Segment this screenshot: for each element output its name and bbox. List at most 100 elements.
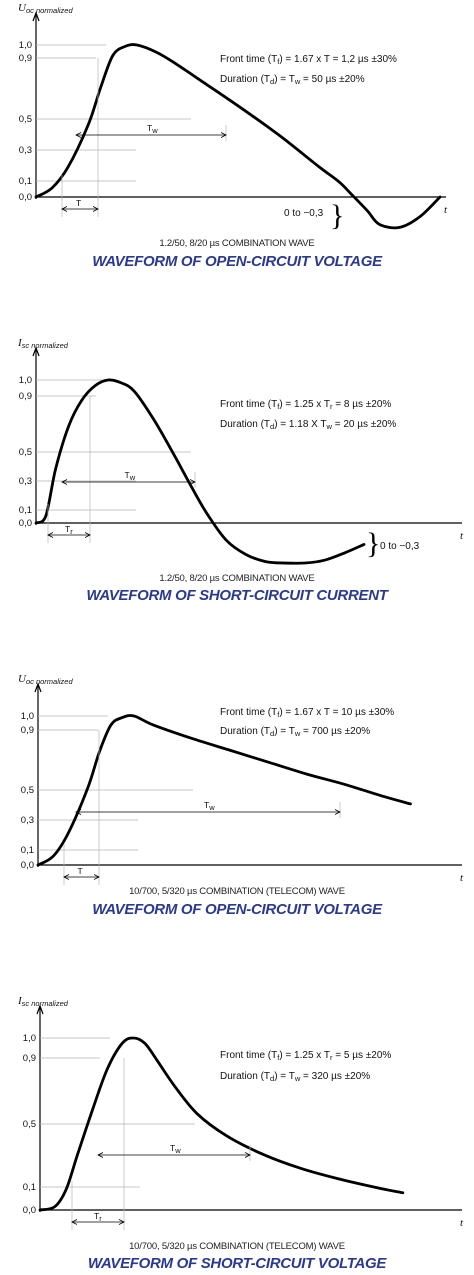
dim-long-arrows	[75, 809, 341, 815]
y-axis-label-sub: sc normalized	[22, 999, 69, 1008]
dim-short-label: T	[76, 198, 81, 208]
dim-long-sub: w	[208, 803, 215, 812]
note-part: ) = 1.67 x T = 1,2 µs ±30%	[279, 54, 397, 65]
note-part: = 8 µs ±20%	[333, 399, 392, 410]
dim-short-label: Tr	[65, 524, 73, 536]
dim-long-sub: w	[129, 473, 136, 482]
y-axis-label: Uoc normalized	[18, 2, 73, 15]
waveform-chart-4: Isc normalized t 1,0 0,9 0,5 0,1 0,0 Tr Tw Front …	[17, 995, 464, 1272]
front-time-note: Front time (Tf) = 1.25 x Tr = 5 µs ±20%	[220, 1050, 391, 1062]
note-part: = 20 µs ±20%	[332, 419, 396, 430]
note-part: Front time (T	[220, 399, 277, 410]
waveform-curve	[34, 43, 442, 230]
waveform-title: WAVEFORM OF OPEN-CIRCUIT VOLTAGE	[92, 901, 383, 918]
y-axis-label: Isc normalized	[17, 995, 69, 1008]
y-axis-label-sub: sc normalized	[22, 341, 69, 350]
undershoot-label: 0 to −0,3	[284, 208, 324, 219]
note-sub: w	[294, 77, 301, 86]
front-time-note: Front time (Tf) = 1.25 x Tr = 8 µs ±20%	[220, 399, 391, 411]
note-part: ) = T	[274, 726, 295, 737]
dim-long-label: Tw	[170, 1143, 181, 1155]
waveform-title: WAVEFORM OF SHORT-CIRCUIT CURRENT	[86, 587, 389, 604]
note-part: ) = 1.25 x T	[279, 1050, 330, 1061]
y-tick-label: 0,3	[21, 815, 34, 826]
y-axis-arrow	[36, 1004, 44, 1015]
note-sub: f	[277, 402, 280, 411]
note-part: = 50 µs ±20%	[300, 74, 364, 85]
dim-long-sub: w	[174, 1146, 181, 1155]
y-tick-label: 0,0	[19, 518, 32, 529]
y-tick-label: 1,0	[23, 1033, 36, 1044]
note-sub: w	[326, 422, 333, 431]
y-tick-label: 1,0	[19, 375, 32, 386]
dim-long-sub: w	[151, 126, 158, 135]
y-tick-label: 0,5	[19, 114, 32, 125]
y-tick-label: 0,1	[19, 505, 32, 516]
y-tick-label: 0,3	[19, 145, 32, 156]
y-tick-label: 0,0	[19, 192, 32, 203]
wave-caption: 10/700, 5/320 µs COMBINATION (TELECOM) W…	[129, 1241, 345, 1252]
note-part: ) = 1.25 x T	[279, 399, 330, 410]
waveform-chart-2: Isc normalized t 1,0 0,9 0,5 0,3 0,1 0,0 Tr Tw Fro…	[17, 337, 464, 604]
note-sub: w	[294, 729, 301, 738]
dim-short-arrows	[63, 874, 100, 880]
note-sub: d	[270, 422, 274, 431]
note-sub: d	[270, 77, 274, 86]
y-tick-label: 0,9	[23, 1053, 36, 1064]
y-axis-arrow	[32, 346, 40, 357]
note-part: Front time (T	[220, 707, 277, 718]
note-part: ) = T	[274, 1071, 295, 1082]
note-sub: f	[277, 57, 280, 66]
y-tick-label: 0,3	[19, 476, 32, 487]
note-part: ) = 1.67 x T = 10 µs ±30%	[279, 707, 394, 718]
dim-long-label: Tw	[204, 800, 215, 812]
note-part: Duration (T	[220, 419, 270, 430]
duration-note: Duration (Td) = Tw = 50 µs ±20%	[220, 74, 365, 86]
waveform-curve	[34, 378, 366, 565]
note-part: Duration (T	[220, 1071, 270, 1082]
wave-caption: 1.2/50, 8/20 µs COMBINATION WAVE	[159, 238, 314, 249]
duration-note: Duration (Td) = Tw = 320 µs ±20%	[220, 1071, 370, 1083]
y-axis-label-sub: oc normalized	[26, 677, 74, 686]
note-part: = 5 µs ±20%	[333, 1050, 392, 1061]
front-time-note: Front time (Tf) = 1.67 x T = 1,2 µs ±30%	[220, 54, 397, 66]
y-tick-label: 1,0	[21, 711, 34, 722]
note-sub: w	[294, 1074, 301, 1083]
note-sub: r	[330, 402, 333, 411]
y-tick-label: 0,9	[21, 725, 34, 736]
y-tick-label: 0,5	[19, 447, 32, 458]
waveform-title: WAVEFORM OF OPEN-CIRCUIT VOLTAGE	[92, 253, 383, 270]
front-time-note: Front time (Tf) = 1.67 x T = 10 µs ±30%	[220, 707, 394, 719]
y-tick-label: 0,1	[19, 176, 32, 187]
dim-short-sub: r	[99, 1214, 102, 1223]
y-tick-label: 0,0	[21, 860, 34, 871]
waveform-chart-1: Uoc normalized t 1,0 0,9 0,5 0,3 0,1 0,0 T Tw Fron…	[18, 2, 448, 270]
undershoot-label: 0 to −0,3	[380, 541, 420, 552]
x-axis-label: t	[444, 204, 448, 216]
wave-caption: 1.2/50, 8/20 µs COMBINATION WAVE	[159, 573, 314, 584]
dim-short-arrows	[61, 206, 99, 212]
y-axis-label-sub: oc normalized	[26, 6, 74, 15]
waveform-chart-3: Uoc normalized t 1,0 0,9 0,5 0,3 0,1 0,0 T Tw Fron…	[18, 673, 464, 918]
y-tick-label: 0,1	[23, 1182, 36, 1193]
note-sub: d	[270, 1074, 274, 1083]
x-axis-label: t	[460, 1217, 464, 1229]
x-axis-label: t	[460, 530, 464, 542]
waveform-title: WAVEFORM OF SHORT-CIRCUIT VOLTAGE	[88, 1255, 387, 1272]
note-part: Front time (T	[220, 1050, 277, 1061]
y-axis-label: Isc normalized	[17, 337, 69, 350]
wave-caption: 10/700, 5/320 µs COMBINATION (TELECOM) W…	[129, 886, 345, 897]
dim-short-label: T	[78, 866, 83, 876]
note-part: ) = 1.18 X T	[274, 419, 326, 430]
y-axis-arrow	[32, 11, 40, 22]
undershoot-brace: }	[366, 527, 380, 560]
dim-short-sub: r	[70, 527, 73, 536]
dim-short-label: Tr	[94, 1211, 102, 1223]
note-part: ) = T	[274, 74, 295, 85]
y-axis-arrow	[34, 682, 42, 693]
note-part: Duration (T	[220, 726, 270, 737]
note-sub: f	[277, 710, 280, 719]
note-part: = 320 µs ±20%	[300, 1071, 370, 1082]
y-tick-label: 0,9	[19, 53, 32, 64]
